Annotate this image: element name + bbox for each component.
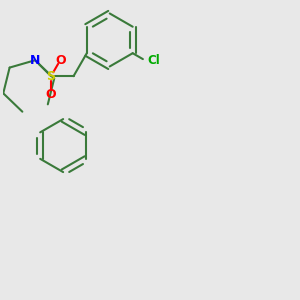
Text: N: N — [30, 54, 40, 67]
Text: Cl: Cl — [147, 54, 160, 67]
Text: O: O — [46, 88, 56, 101]
Text: S: S — [46, 70, 56, 83]
Text: O: O — [55, 54, 66, 67]
